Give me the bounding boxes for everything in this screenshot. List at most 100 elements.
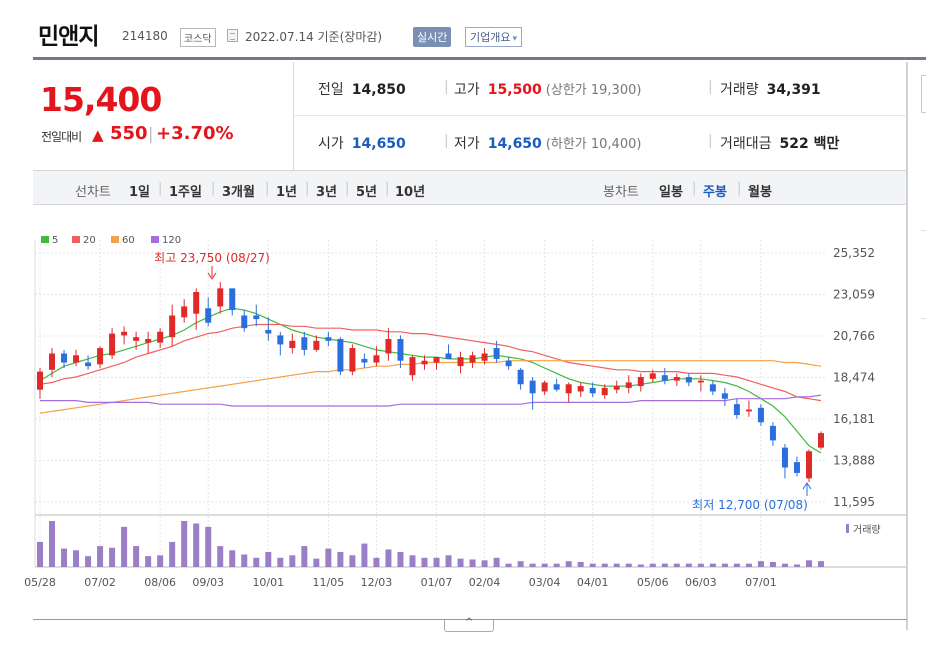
volume-bar (277, 557, 284, 567)
amount-value: 522 백만 (779, 136, 840, 152)
high-arrow-head (207, 272, 217, 280)
candle-body (577, 386, 584, 392)
volume-value: 34,391 (766, 82, 821, 98)
candle-body (445, 353, 452, 359)
change-value: 550 (110, 123, 148, 144)
collapse-button[interactable]: ^ (444, 617, 494, 632)
candle-body (481, 353, 488, 361)
y-tick-label: 16,181 (833, 412, 875, 426)
candle-body (169, 315, 176, 338)
volume-bar (781, 563, 788, 567)
candle-weekly[interactable]: 주봉 (703, 185, 727, 200)
volume-bar (745, 563, 752, 567)
period-3m[interactable]: 3개월 (222, 185, 255, 200)
candle-body (97, 348, 104, 365)
open-value: 14,650 (351, 136, 406, 152)
x-tick-label: 01/07 (421, 576, 453, 589)
period-1w[interactable]: 1주일 (169, 185, 202, 200)
volume-bar (589, 563, 596, 567)
chart-grid (34, 240, 906, 568)
x-tick-label: 12/03 (361, 576, 393, 589)
x-tick-label: 05/06 (637, 576, 669, 589)
volume-bar (337, 551, 344, 567)
high-label: 고가 (454, 82, 480, 98)
volume-legend-label: 거래량 (853, 524, 881, 536)
candle-body (145, 339, 152, 343)
period-5y[interactable]: 5년 (356, 185, 378, 200)
volume-bar (721, 563, 728, 567)
period-3y[interactable]: 3년 (316, 185, 338, 200)
y-tick-label: 11,595 (833, 495, 875, 509)
stock-chart[interactable]: 25,352 23,059 20,766 18,474 16,181 13,888 11,5… (0, 205, 906, 619)
candle-body (337, 339, 344, 372)
volume-bar (757, 561, 764, 567)
sidebar-divider (921, 318, 926, 319)
volume-legend-swatch (846, 524, 849, 533)
candle-body (433, 357, 440, 363)
candle-body (818, 433, 824, 448)
candle-body (61, 353, 68, 363)
open-price: 시가 14,650 (318, 133, 406, 153)
y-tick-label: 20,766 (833, 329, 875, 343)
y-tick-label: 13,888 (833, 454, 875, 468)
candle-body (721, 393, 728, 399)
candle-body (253, 315, 260, 320)
candle-body (241, 315, 248, 329)
candle-monthly[interactable]: 월봉 (748, 185, 772, 200)
volume-bar (613, 563, 620, 567)
candle-body (613, 386, 620, 390)
period-separator: | (265, 181, 270, 196)
volume-bar (373, 557, 380, 567)
volume-bars (37, 521, 824, 567)
realtime-button[interactable]: 실시간 (413, 27, 452, 47)
volume-bar (349, 555, 356, 567)
volume-bar (673, 563, 680, 567)
candle-chart-label: 봉차트 (603, 185, 639, 200)
volume-bar (37, 541, 43, 567)
stock-header: 민앤지 214180 코스닥 2022.07.14 기준(장마감) 실시간 기업… (0, 0, 926, 58)
period-1y[interactable]: 1년 (276, 185, 298, 200)
volume-bar (49, 521, 56, 567)
period-1d[interactable]: 1일 (129, 185, 151, 200)
volume-bar (481, 560, 488, 567)
candlesticks (37, 281, 824, 482)
candle-body (121, 331, 128, 336)
low-annotation: 최저 12,700 (07/08) (692, 498, 808, 512)
candle-body (49, 353, 56, 370)
volume-bar (697, 563, 704, 567)
candle-body (277, 335, 284, 345)
candle-body (769, 425, 776, 441)
volume-bar (325, 548, 332, 567)
company-info-button[interactable]: 기업개요 ▾ (465, 27, 523, 47)
candle-body (73, 355, 80, 363)
volume-bar (553, 563, 560, 567)
candle-body (553, 384, 560, 390)
volume-bar (541, 563, 548, 567)
candle-body (409, 357, 416, 376)
candle-body (133, 337, 140, 341)
candle-body (193, 291, 200, 314)
moving-average-lines (39, 307, 822, 454)
volume-bar (709, 563, 716, 567)
candle-body (697, 380, 704, 383)
high-value: 15,500 (487, 82, 542, 98)
candle-body (37, 371, 43, 390)
candle-body (181, 306, 188, 318)
period-10y[interactable]: 10년 (395, 185, 426, 200)
x-tick-label: 04/01 (577, 576, 609, 589)
upper-limit: (상한가 19,300) (545, 83, 642, 98)
volume-bar (433, 557, 440, 567)
change-label: 전일대비 (41, 130, 82, 144)
legend-swatch (111, 236, 119, 243)
candle-body (313, 340, 320, 350)
candle-body (805, 451, 812, 479)
candle-daily[interactable]: 일봉 (659, 185, 683, 200)
current-price: 15,400 (40, 80, 162, 119)
candle-body (709, 384, 716, 392)
volume-bar (265, 551, 272, 567)
volume-bar (229, 550, 236, 567)
low-label: 저가 (454, 136, 480, 152)
candle-body (373, 355, 380, 363)
low-price: 저가 14,650 (하한가 10,400) (454, 133, 641, 153)
document-icon[interactable] (227, 29, 238, 42)
